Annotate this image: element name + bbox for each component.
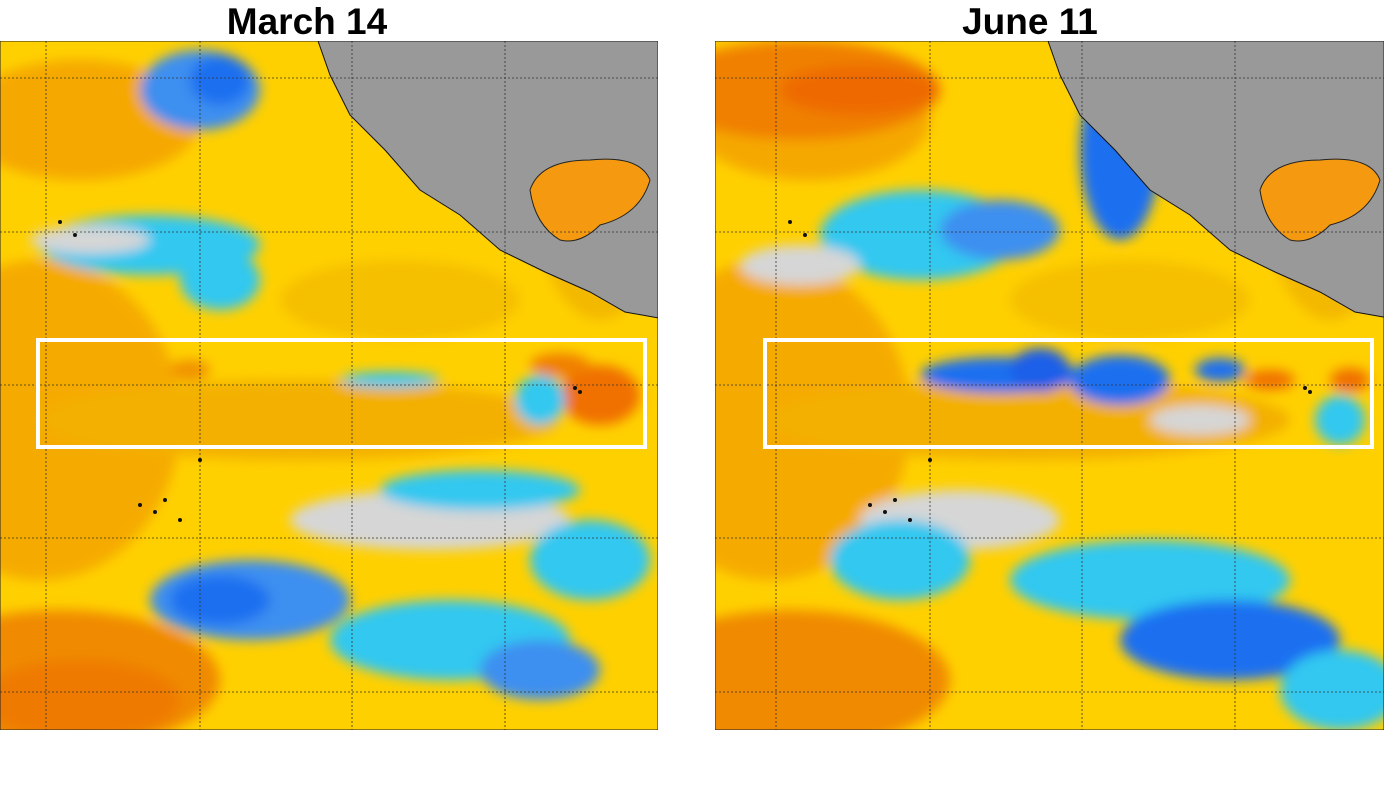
island	[1303, 386, 1307, 390]
warm-area	[280, 260, 520, 340]
warm-area	[780, 65, 940, 115]
cool-area	[515, 375, 565, 425]
warm-area	[715, 610, 950, 730]
warm-area	[1245, 370, 1295, 390]
cool-area	[480, 640, 600, 700]
island	[928, 458, 932, 462]
map-panel	[715, 41, 1384, 730]
warm-area	[560, 365, 640, 425]
cool-area	[740, 245, 860, 285]
cool-area	[1315, 395, 1365, 445]
cool-area	[940, 200, 1060, 260]
cool-area	[530, 520, 650, 600]
panel-title: March 14	[227, 1, 388, 42]
land	[1047, 41, 1384, 318]
cool-area	[1120, 600, 1340, 680]
highlight-box	[763, 338, 1374, 449]
island	[178, 518, 182, 522]
island	[1308, 390, 1312, 394]
panel-title: June 11	[962, 1, 1098, 42]
warm-area	[170, 360, 210, 380]
island	[138, 503, 142, 507]
island	[803, 233, 807, 237]
cool-area	[830, 520, 970, 600]
island	[163, 498, 167, 502]
cool-area	[180, 250, 260, 310]
map-panel	[0, 41, 658, 730]
cool-area	[190, 55, 250, 105]
gulf	[1259, 158, 1381, 242]
island	[868, 503, 872, 507]
island	[883, 510, 887, 514]
warm-area	[0, 660, 180, 730]
highlight-box	[36, 338, 647, 449]
warm-area	[40, 380, 560, 460]
island	[788, 220, 792, 224]
gulf	[529, 158, 651, 242]
cool-area	[380, 470, 580, 510]
cool-area	[30, 226, 150, 254]
cool-area	[1195, 358, 1245, 382]
island	[153, 510, 157, 514]
cool-area	[1010, 540, 1290, 620]
island	[58, 220, 62, 224]
island	[578, 390, 582, 394]
island	[893, 498, 897, 502]
island	[73, 233, 77, 237]
cool-area	[1150, 405, 1250, 435]
warm-area	[1330, 368, 1370, 392]
cool-area	[1010, 348, 1070, 392]
warm-area	[1010, 260, 1250, 340]
island	[198, 458, 202, 462]
cool-area	[1280, 650, 1384, 730]
cool-area	[340, 372, 440, 388]
island	[908, 518, 912, 522]
cool-area	[1070, 355, 1170, 405]
cool-area	[170, 575, 270, 625]
island	[573, 386, 577, 390]
warm-area	[530, 353, 590, 377]
land	[317, 41, 658, 319]
warm-area	[770, 380, 1290, 460]
